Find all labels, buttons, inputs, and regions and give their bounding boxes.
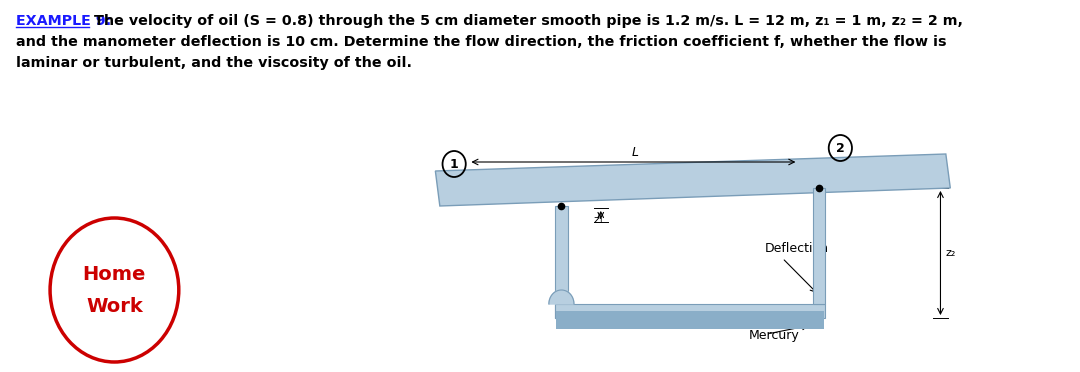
Polygon shape bbox=[435, 154, 950, 206]
Text: 1: 1 bbox=[449, 157, 459, 170]
Text: Mercury: Mercury bbox=[750, 330, 800, 343]
Text: Work: Work bbox=[86, 296, 143, 315]
Text: laminar or turbulent, and the viscosity of the oil.: laminar or turbulent, and the viscosity … bbox=[16, 56, 413, 70]
Text: and the manometer deflection is 10 cm. Determine the flow direction, the frictio: and the manometer deflection is 10 cm. D… bbox=[16, 35, 946, 49]
FancyBboxPatch shape bbox=[812, 183, 825, 188]
Text: L: L bbox=[631, 146, 638, 159]
FancyBboxPatch shape bbox=[555, 304, 825, 318]
Text: Deflection: Deflection bbox=[765, 241, 828, 254]
Text: EXAMPLE 9:: EXAMPLE 9: bbox=[16, 14, 111, 28]
FancyBboxPatch shape bbox=[812, 188, 825, 304]
Text: z₁: z₁ bbox=[594, 215, 604, 225]
Text: The velocity of oil (S = 0.8) through the 5 cm diameter smooth pipe is 1.2 m/s. : The velocity of oil (S = 0.8) through th… bbox=[90, 14, 963, 28]
Text: 2: 2 bbox=[836, 141, 845, 154]
FancyBboxPatch shape bbox=[555, 206, 568, 318]
Text: Home: Home bbox=[83, 264, 146, 283]
FancyBboxPatch shape bbox=[556, 311, 824, 329]
Text: z₂: z₂ bbox=[946, 248, 956, 258]
Polygon shape bbox=[549, 290, 573, 304]
